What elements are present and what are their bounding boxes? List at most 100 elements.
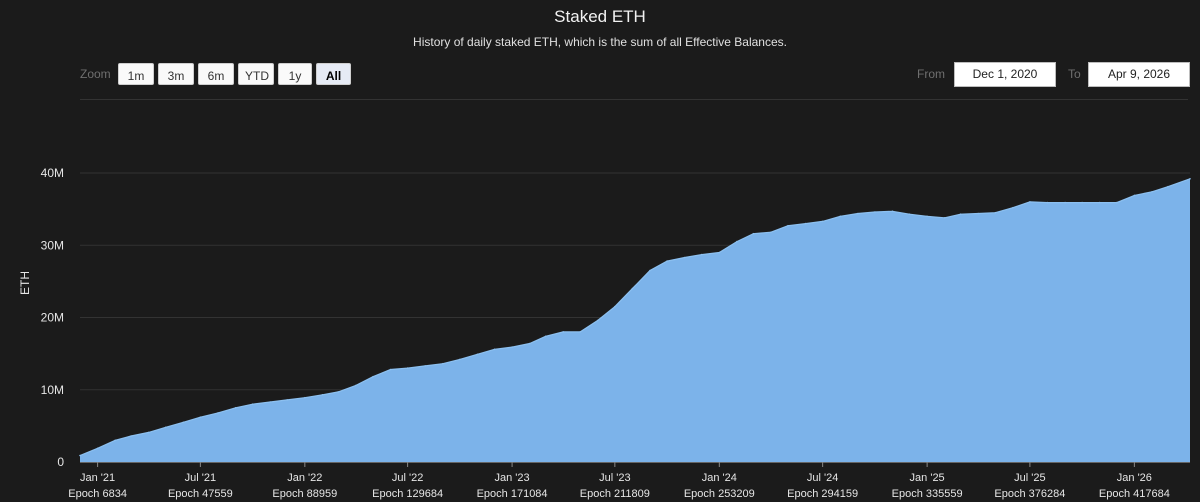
series-point [424, 365, 427, 367]
x-tick-epoch-label: Epoch 171084 [477, 488, 548, 500]
series-point [528, 342, 531, 345]
series-point [683, 256, 686, 259]
series-point [406, 367, 409, 369]
series-point [908, 213, 911, 215]
x-tick-label: Jan '22 [287, 472, 322, 484]
y-tick-label: 0 [57, 455, 64, 469]
series-point [1098, 201, 1101, 204]
x-tick-epoch-label: Epoch 417684 [1099, 488, 1170, 500]
series-point [355, 384, 357, 387]
series-point [562, 331, 564, 333]
series-point [459, 358, 461, 361]
series-area-fill [80, 178, 1190, 463]
range-from-label: From [917, 67, 945, 81]
series-point [839, 215, 842, 218]
zoom-1y-button[interactable]: 1y [278, 63, 312, 85]
series-point [1029, 201, 1031, 203]
series-point [79, 454, 81, 457]
series-point [736, 240, 738, 243]
x-tick-epoch-label: Epoch 6834 [68, 488, 127, 500]
x-tick-label: Jan '24 [702, 472, 737, 484]
x-tick-epoch-label: Epoch 88959 [272, 488, 337, 500]
x-tick-label: Jul '24 [807, 472, 838, 484]
series-point [579, 331, 581, 333]
series-point [511, 346, 513, 348]
series-point [372, 375, 374, 378]
zoom-6m-button[interactable]: 6m [198, 63, 234, 85]
x-tick-label: Jul '25 [1014, 472, 1045, 484]
x-tick-label: Jan '21 [80, 472, 115, 484]
series-point [182, 421, 185, 424]
x-tick-epoch-label: Epoch 376284 [994, 488, 1065, 500]
y-tick-label: 10M [41, 383, 64, 397]
range-to-label: To [1068, 67, 1081, 81]
series-point [217, 412, 219, 414]
series-point [926, 215, 928, 218]
series-point [787, 224, 789, 227]
chart-subtitle: History of daily staked ETH, which is th… [413, 35, 787, 49]
series-point [804, 222, 807, 225]
series-point [1081, 201, 1083, 204]
series-point [959, 213, 962, 215]
x-tick-label: Jul '23 [599, 472, 630, 484]
series-point [234, 407, 237, 409]
series-point [147, 431, 150, 434]
series-point [114, 439, 116, 442]
series-point [874, 211, 876, 213]
series-point [649, 269, 651, 272]
series-point [389, 368, 392, 371]
x-tick-label: Jan '26 [1117, 472, 1152, 484]
series-point [199, 416, 202, 419]
series-point [614, 305, 616, 308]
x-tick-epoch-label: Epoch 211809 [580, 488, 650, 500]
series-point [544, 335, 547, 338]
series-point [631, 287, 634, 290]
series-point [1064, 201, 1066, 204]
zoom-label: Zoom [80, 67, 111, 81]
series-point [891, 210, 894, 213]
x-tick-epoch-label: Epoch 335559 [892, 488, 963, 500]
x-tick-label: Jul '21 [185, 472, 216, 484]
y-tick-label: 40M [41, 166, 64, 180]
x-tick-label: Jan '23 [495, 472, 530, 484]
series-point [1012, 206, 1014, 209]
series-area [79, 178, 1191, 463]
series-point [943, 217, 946, 219]
y-tick-label: 20M [41, 311, 64, 325]
series-point [666, 260, 668, 262]
series-point [442, 362, 444, 365]
series-point [770, 231, 772, 233]
series-point [718, 251, 721, 254]
series-point [96, 447, 99, 450]
zoom-1m-button[interactable]: 1m [118, 63, 154, 85]
zoom-all-button[interactable]: All [316, 63, 351, 85]
x-tick-epoch-label: Epoch 294159 [787, 488, 858, 500]
series-point [321, 394, 324, 396]
chart-title: Staked ETH [554, 7, 646, 26]
x-axis-ticks: Jan '21 Epoch 6834 Jul '21 Epoch 47559 Jan '… [68, 462, 1190, 500]
series-point [1189, 178, 1191, 180]
range-to-input[interactable]: Apr 9, 2026 [1088, 62, 1190, 87]
series-point [251, 403, 254, 406]
series-point [994, 211, 997, 214]
zoom-ytd-button[interactable]: YTD [238, 63, 274, 85]
series-point [857, 212, 859, 215]
x-tick-label: Jul '22 [392, 472, 423, 484]
series-point [493, 348, 496, 351]
series-point [1046, 201, 1049, 204]
series-point [1151, 191, 1153, 193]
series-point [1167, 185, 1169, 188]
series-point [269, 401, 272, 403]
series-point [130, 435, 132, 437]
series-point [1116, 201, 1118, 204]
series-point [304, 396, 306, 399]
x-tick-label: Jan '25 [910, 472, 945, 484]
y-axis-label: ETH [18, 271, 32, 295]
range-from-input[interactable]: Dec 1, 2020 [954, 62, 1056, 87]
series-point [476, 353, 479, 356]
y-axis-ticks: 0 10M 20M 30M 40M [41, 166, 65, 469]
series-point [700, 253, 703, 256]
zoom-3m-button[interactable]: 3m [158, 63, 194, 85]
x-tick-epoch-label: Epoch 253209 [684, 488, 755, 500]
